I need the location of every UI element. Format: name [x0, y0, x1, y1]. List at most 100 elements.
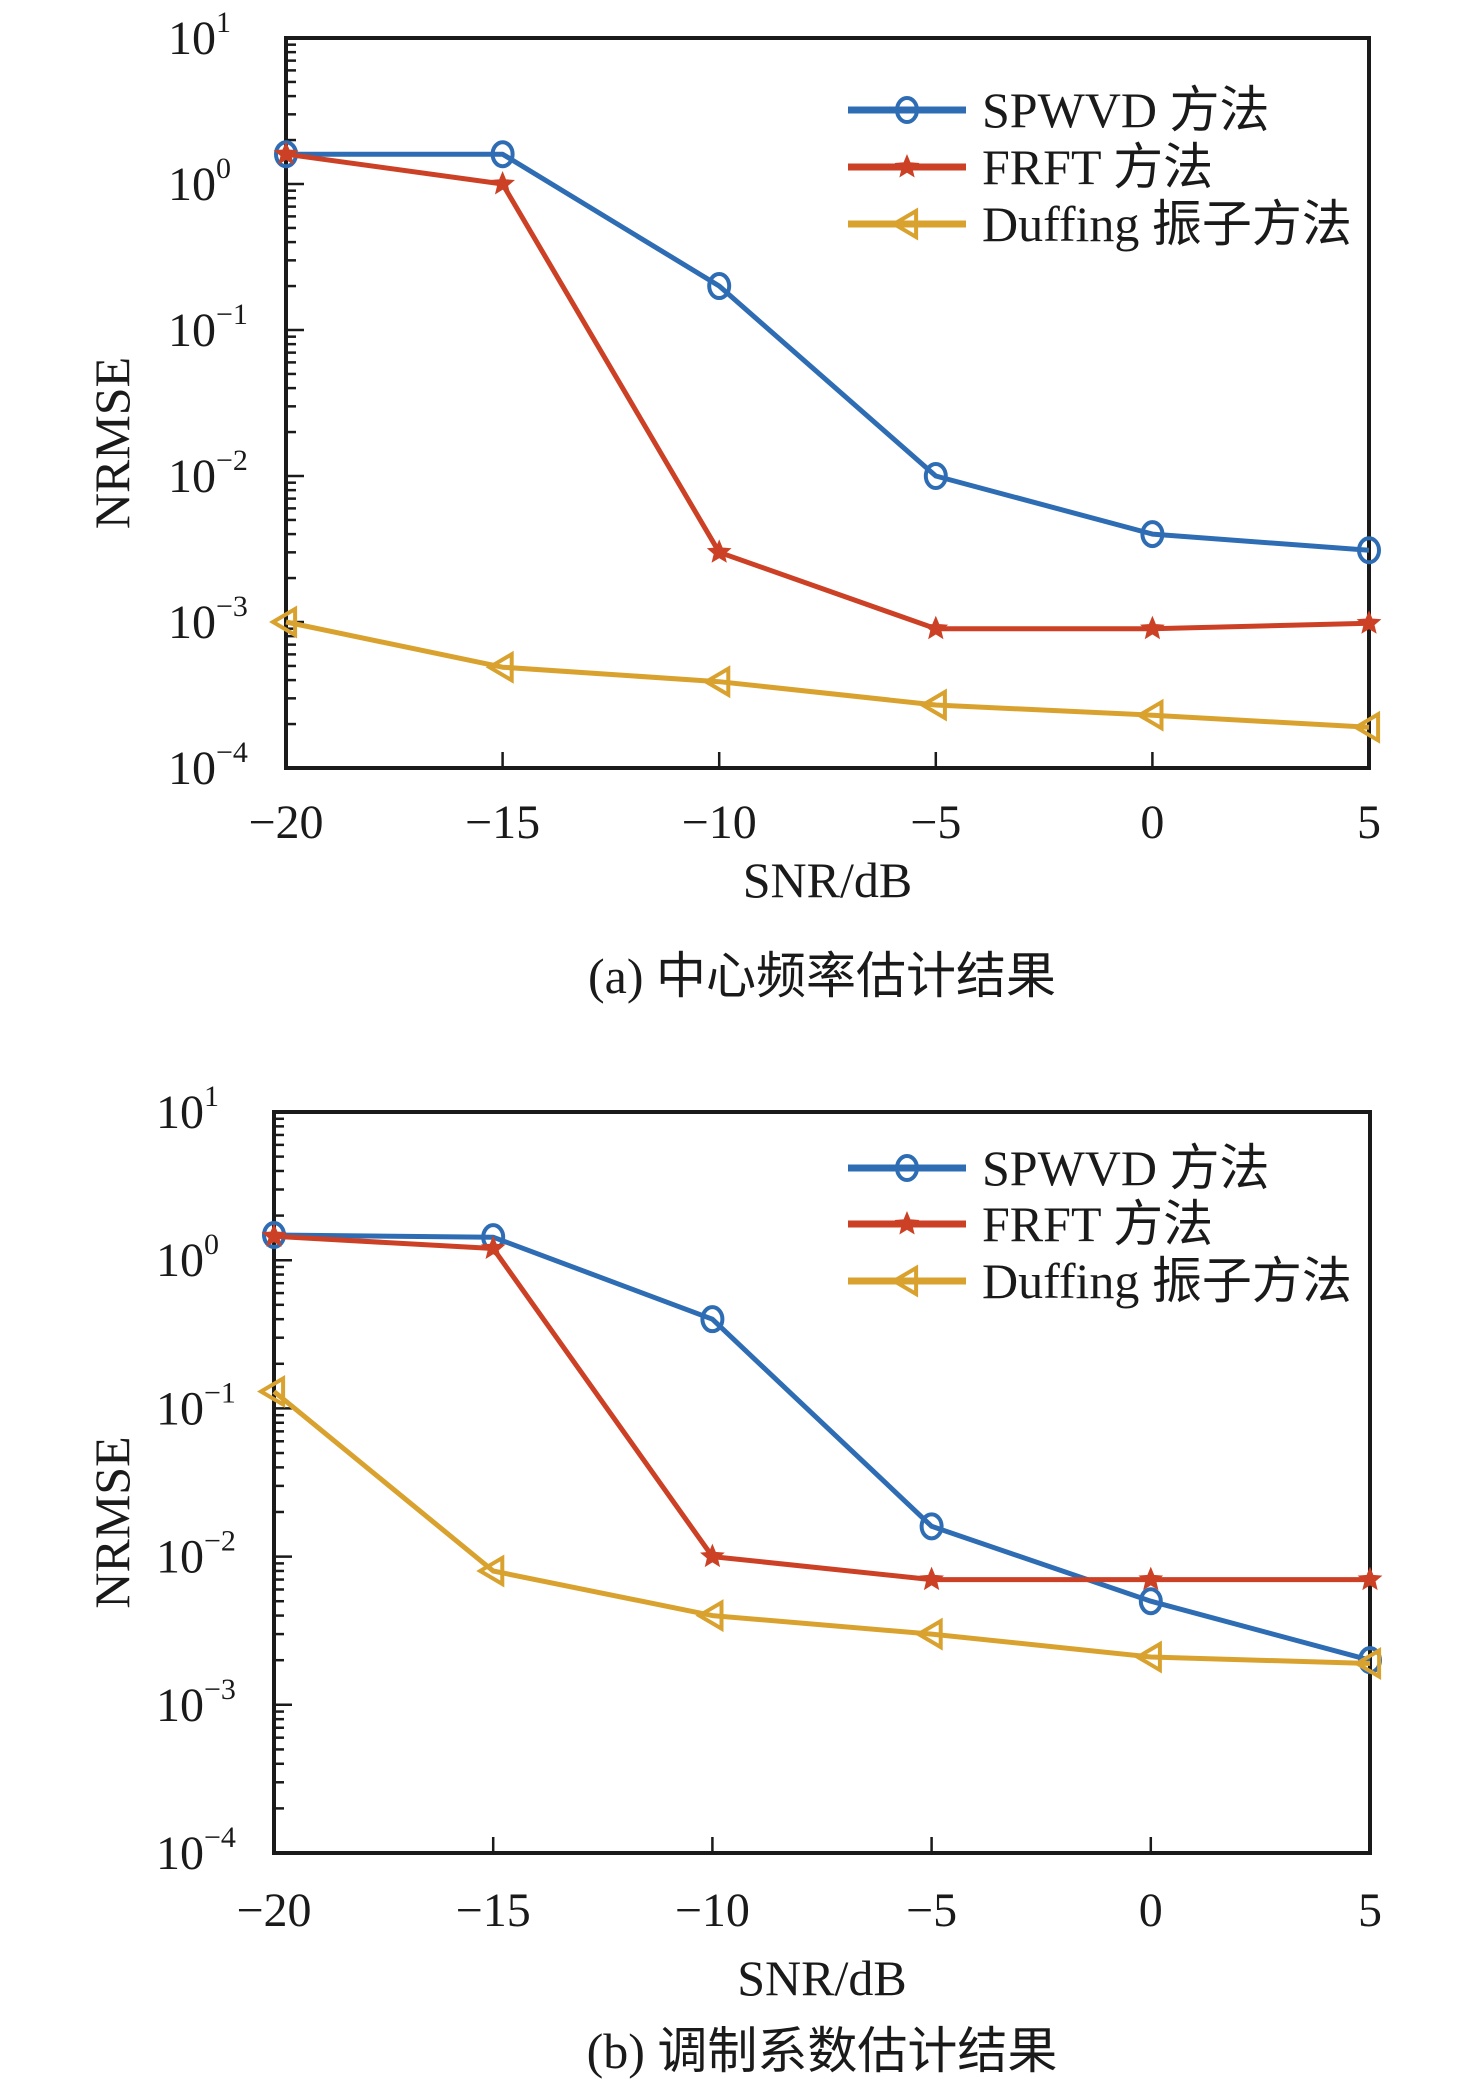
y-tick-label: 100 — [168, 152, 231, 211]
series-spwvd — [274, 140, 1381, 565]
y-tick-base: 10 — [156, 1382, 204, 1435]
y-tick-base: 10 — [156, 1234, 204, 1287]
legend-label: FRFT 方法 — [982, 139, 1213, 195]
x-tick-label: −20 — [248, 796, 323, 849]
data-point — [1357, 1566, 1383, 1591]
panel-caption: (b) 调制系数估计结果 — [587, 2023, 1058, 2079]
y-tick-label: 10−1 — [168, 298, 248, 357]
y-tick-exponent: −4 — [204, 1821, 236, 1854]
y-tick-exponent: −3 — [204, 1673, 236, 1706]
legend-marker — [890, 207, 919, 241]
x-axis-label: SNR/dB — [743, 852, 913, 908]
data-point — [706, 539, 732, 563]
legend-item-duffing: Duffing 振子方法 — [848, 1253, 1352, 1309]
x-tick-label: 0 — [1140, 796, 1164, 849]
data-point — [490, 140, 515, 169]
y-tick-base: 10 — [156, 1679, 204, 1732]
legend-marker — [895, 96, 919, 124]
y-tick-label: 10−1 — [156, 1376, 236, 1435]
series-frft — [273, 141, 1382, 640]
series-line — [273, 1232, 1371, 1663]
data-point — [923, 462, 948, 490]
legend-label: SPWVD 方法 — [982, 1140, 1270, 1196]
data-point — [923, 615, 949, 640]
y-tick-label: 10−2 — [168, 444, 248, 503]
y-tick-base: 10 — [156, 1827, 204, 1880]
legend-item-duffing: Duffing 振子方法 — [848, 196, 1352, 252]
plot-frame — [272, 1110, 1372, 1855]
y-tick-exponent: 1 — [216, 6, 231, 39]
legend-label: SPWVD 方法 — [982, 82, 1270, 138]
data-point — [490, 171, 515, 195]
x-tick-label: −15 — [456, 1884, 531, 1937]
data-point — [702, 665, 731, 699]
x-tick-label: 0 — [1139, 1884, 1163, 1937]
y-tick-label: 100 — [156, 1228, 219, 1287]
y-tick-label: 101 — [156, 1080, 219, 1139]
data-point — [914, 1617, 943, 1651]
legend-marker — [894, 154, 920, 178]
panel-caption: (a) 中心频率估计结果 — [588, 948, 1056, 1004]
data-point — [1135, 698, 1164, 732]
series-line — [285, 619, 1370, 730]
data-point — [269, 605, 298, 639]
x-tick-label: −5 — [906, 1884, 957, 1937]
data-point — [476, 1554, 505, 1588]
data-point — [700, 1305, 725, 1334]
x-tick-label: −20 — [236, 1884, 311, 1937]
legend-item-spwvd: SPWVD 方法 — [848, 82, 1270, 138]
y-tick-exponent: −2 — [204, 1525, 236, 1558]
y-tick-base: 10 — [168, 304, 216, 357]
data-point — [1356, 610, 1382, 634]
data-point — [1353, 1646, 1382, 1680]
x-tick-label: 5 — [1358, 1884, 1382, 1937]
data-point — [1357, 536, 1381, 565]
data-point — [1140, 615, 1165, 640]
series-line — [286, 151, 1370, 553]
legend-item-frft: FRFT 方法 — [848, 1196, 1213, 1252]
data-point — [1138, 1566, 1164, 1591]
y-tick-label: 101 — [168, 6, 231, 65]
y-tick-base: 10 — [168, 596, 216, 649]
y-tick-base: 10 — [168, 742, 216, 795]
y-tick-base: 10 — [168, 12, 216, 65]
x-tick-label: 5 — [1357, 796, 1381, 849]
series-line — [272, 1389, 1371, 1666]
y-axis-label: NRMSE — [84, 357, 140, 529]
y-tick-label: 10−4 — [168, 736, 248, 795]
data-point — [485, 650, 514, 684]
series-duffing — [257, 1375, 1382, 1680]
y-tick-exponent: −4 — [216, 736, 248, 769]
y-tick-exponent: 0 — [216, 152, 231, 185]
y-tick-base: 10 — [168, 158, 216, 211]
series-frft — [261, 1223, 1383, 1591]
x-tick-label: −10 — [682, 796, 757, 849]
x-tick-label: −5 — [910, 796, 961, 849]
data-point — [261, 1223, 287, 1247]
y-tick-exponent: −1 — [204, 1376, 236, 1409]
legend-label: Duffing 振子方法 — [982, 1253, 1352, 1309]
legend-marker — [894, 1211, 920, 1235]
y-tick-exponent: −1 — [216, 298, 248, 331]
legend-marker — [890, 1264, 919, 1298]
legend-marker — [895, 1154, 919, 1182]
y-tick-base: 10 — [156, 1086, 204, 1139]
legend-item-frft: FRFT 方法 — [848, 139, 1213, 195]
data-point — [1133, 1640, 1162, 1674]
data-point — [480, 1235, 506, 1259]
x-axis-label: SNR/dB — [737, 1950, 907, 2006]
data-point — [700, 1543, 725, 1568]
y-tick-label: 10−2 — [156, 1525, 236, 1584]
data-point — [273, 141, 299, 165]
y-tick-label: 10−3 — [168, 590, 248, 649]
y-tick-base: 10 — [168, 450, 216, 503]
y-tick-exponent: −3 — [216, 590, 248, 623]
data-point — [1352, 710, 1381, 744]
y-tick-base: 10 — [156, 1531, 204, 1584]
y-axis-label: NRMSE — [84, 1436, 140, 1608]
series-line — [285, 151, 1370, 632]
